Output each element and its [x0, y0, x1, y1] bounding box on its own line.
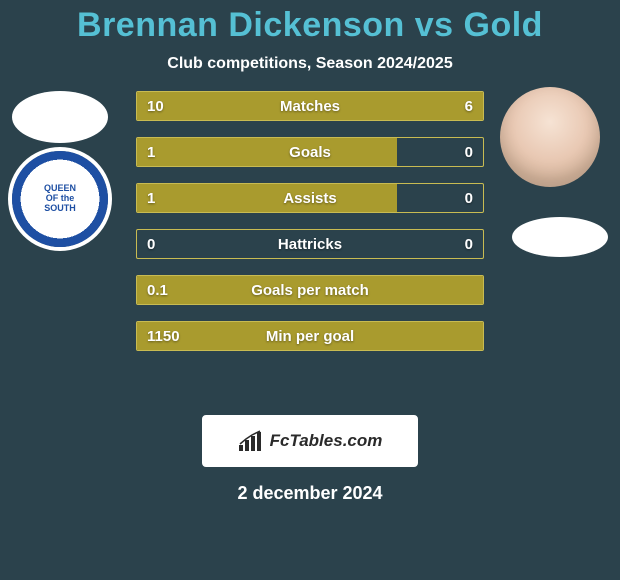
badge-text-bot: SOUTH	[44, 203, 76, 213]
subtitle: Club competitions, Season 2024/2025	[0, 55, 620, 73]
stat-label: Goals per match	[137, 276, 483, 304]
stat-row: Assists1 0	[136, 183, 484, 213]
club-badge-right-placeholder	[512, 217, 608, 257]
brand-footer: FcTables.com	[202, 415, 418, 467]
stat-label: Goals	[137, 138, 483, 166]
stat-value-left: 1	[137, 138, 165, 166]
club-badge-label: QUEEN OF the SOUTH	[44, 184, 76, 214]
stat-label: Assists	[137, 184, 483, 212]
player-right-avatar	[500, 87, 600, 187]
brand-icon	[238, 430, 264, 452]
stat-value-left: 0.1	[137, 276, 178, 304]
stat-bars: Matches106Goals10Assists10Hattricks00Goa…	[136, 91, 484, 367]
comparison-card: Brennan Dickenson vs Gold Club competiti…	[0, 0, 620, 580]
stat-value-left: 0	[137, 230, 165, 258]
stat-value-right: 0	[455, 230, 483, 258]
stat-value-right: 0	[455, 138, 483, 166]
stat-value-left: 10	[137, 92, 174, 120]
stat-value-right: 6	[455, 92, 483, 120]
stat-label: Hattricks	[137, 230, 483, 258]
stat-label: Matches	[137, 92, 483, 120]
stat-value-left: 1	[137, 184, 165, 212]
date-label: 2 december 2024	[0, 483, 620, 504]
stat-row: Hattricks0 0	[136, 229, 484, 259]
stat-row: Goals per match0.1	[136, 275, 484, 305]
stat-row: Min per goal1150	[136, 321, 484, 351]
stat-row: Goals1 0	[136, 137, 484, 167]
stats-area: QUEEN OF the SOUTH Matches106Goals10Assi…	[0, 91, 620, 411]
stat-row: Matches10 6	[136, 91, 484, 121]
page-title: Brennan Dickenson vs Gold	[0, 0, 620, 45]
brand-text: FcTables.com	[270, 431, 383, 451]
player-left-avatar-placeholder	[12, 91, 108, 143]
stat-value-right: 0	[455, 184, 483, 212]
club-badge-left: QUEEN OF the SOUTH	[12, 151, 108, 247]
stat-value-left: 1150	[137, 322, 190, 350]
badge-text-top: QUEEN	[44, 183, 76, 193]
badge-text-mid: OF	[46, 193, 59, 203]
